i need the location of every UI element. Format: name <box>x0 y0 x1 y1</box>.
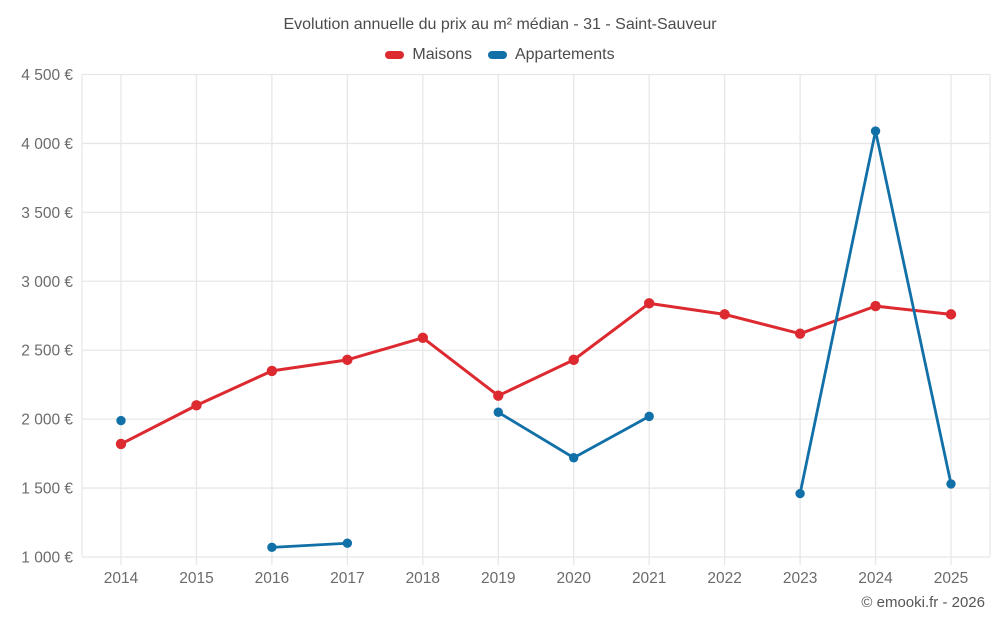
copyright-text: © emooki.fr - 2026 <box>861 594 985 611</box>
legend-item-maisons[interactable]: Maisons <box>385 46 472 64</box>
svg-text:2025: 2025 <box>934 570 968 587</box>
svg-text:4 000 €: 4 000 € <box>21 136 73 153</box>
maisons-color-swatch <box>385 51 405 59</box>
svg-text:2017: 2017 <box>330 570 364 587</box>
svg-text:2015: 2015 <box>179 570 213 587</box>
svg-text:2024: 2024 <box>858 570 893 587</box>
legend-label-maisons: Maisons <box>412 46 472 63</box>
svg-text:2019: 2019 <box>481 570 515 587</box>
appartements-color-swatch <box>487 51 507 59</box>
svg-text:2 000 €: 2 000 € <box>21 412 73 429</box>
chart-title: Evolution annuelle du prix au m² médian … <box>283 16 717 33</box>
legend-item-appartements[interactable]: Appartements <box>487 46 615 64</box>
svg-text:2014: 2014 <box>104 570 139 587</box>
svg-text:1 500 €: 1 500 € <box>21 481 73 498</box>
svg-text:3 500 €: 3 500 € <box>21 205 73 222</box>
svg-text:1 000 €: 1 000 € <box>21 550 73 567</box>
legend-label-appartements: Appartements <box>514 46 615 63</box>
svg-text:3 000 €: 3 000 € <box>21 274 73 291</box>
chart-legend: Maisons Appartements <box>0 46 1000 64</box>
svg-text:2 500 €: 2 500 € <box>21 343 73 360</box>
svg-text:4 500 €: 4 500 € <box>21 67 73 84</box>
svg-text:2022: 2022 <box>707 570 741 587</box>
svg-text:2020: 2020 <box>556 570 591 587</box>
svg-text:2016: 2016 <box>255 570 289 587</box>
svg-text:2023: 2023 <box>783 570 817 587</box>
svg-text:2021: 2021 <box>632 570 666 587</box>
svg-text:2018: 2018 <box>406 570 440 587</box>
